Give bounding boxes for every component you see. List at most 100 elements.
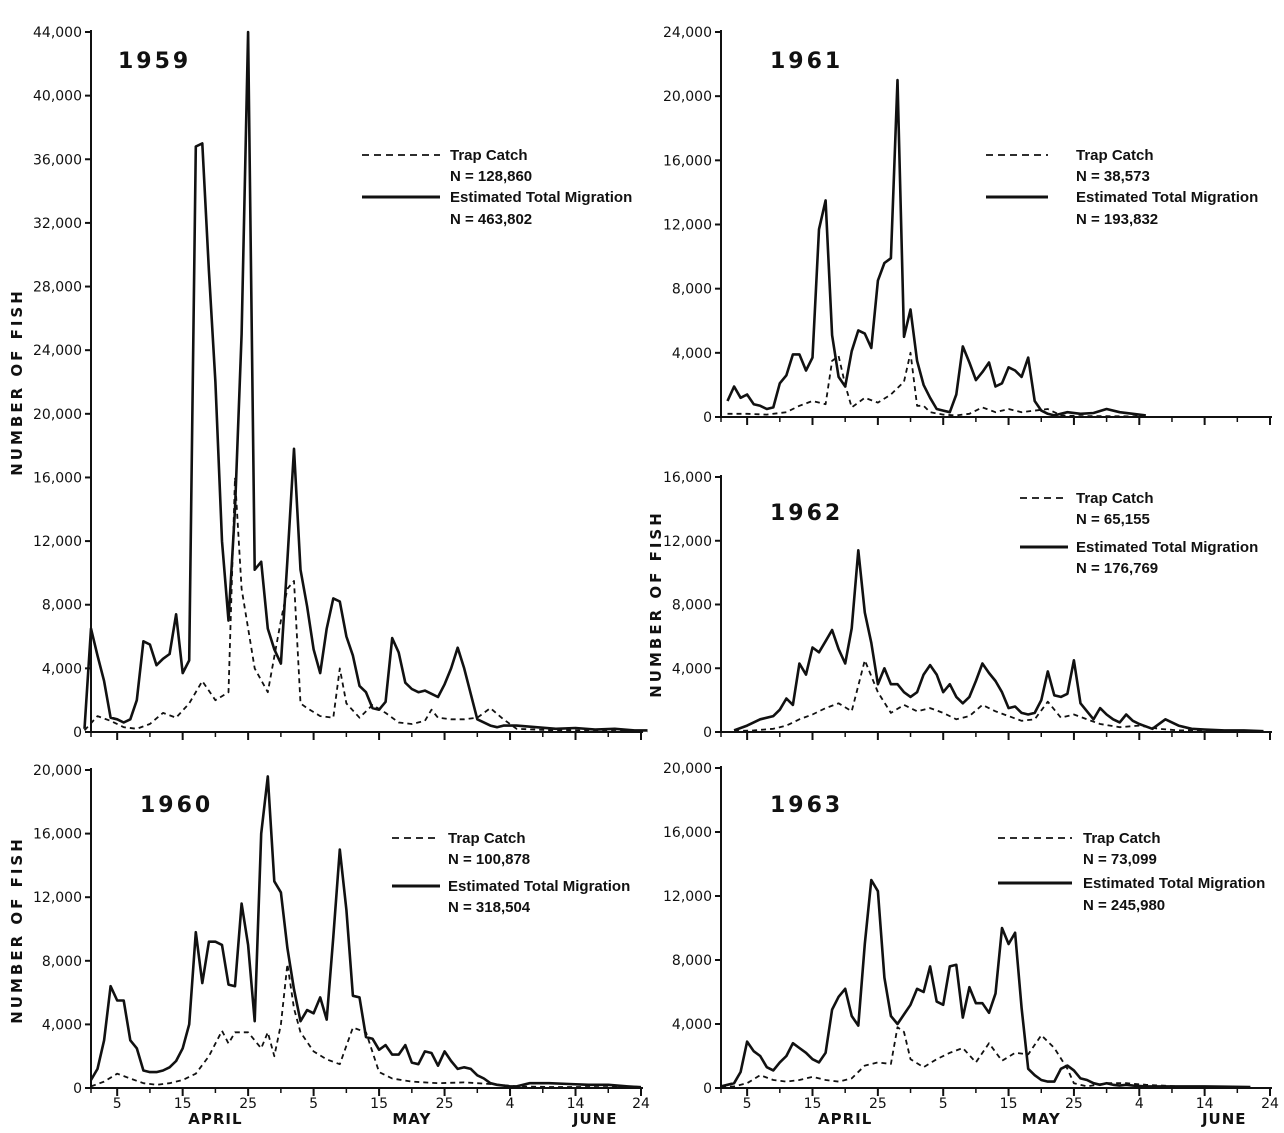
legend-trap-n: N = 100,878 bbox=[448, 851, 530, 868]
y-tick-label: 4,000 bbox=[672, 661, 712, 677]
y-tick-label: 12,000 bbox=[663, 534, 712, 550]
legend-trap-n: N = 73,099 bbox=[1083, 851, 1157, 868]
x-tick-label: 24 bbox=[1261, 1096, 1279, 1112]
y-tick-label: 16,000 bbox=[663, 470, 712, 486]
y-tick-label: 8,000 bbox=[42, 954, 82, 970]
y-tick-label: 4,000 bbox=[42, 661, 82, 677]
legend: Trap Catch N = 38,573 Estimated Total Migr… bbox=[986, 147, 1258, 228]
estimated-migration-line bbox=[726, 78, 1146, 417]
panel-year-title: 1960 bbox=[140, 793, 213, 818]
y-tick-label: 4,000 bbox=[672, 346, 712, 362]
y-tick-label: 24,000 bbox=[33, 343, 82, 359]
y-tick-label: 20,000 bbox=[663, 761, 712, 777]
x-tick-label: 25 bbox=[436, 1096, 454, 1112]
x-tick-label: 15 bbox=[1000, 1096, 1018, 1112]
estimated-migration-line bbox=[83, 30, 648, 732]
y-tick-label: 16,000 bbox=[663, 825, 712, 841]
legend-estimated-n: N = 193,832 bbox=[1076, 211, 1158, 228]
x-tick-label: 15 bbox=[804, 1096, 822, 1112]
trap-catch-line bbox=[720, 1026, 1251, 1089]
x-tick-label: 5 bbox=[309, 1096, 318, 1112]
legend: Trap Catch N = 128,860 Estimated Total Mig… bbox=[362, 147, 632, 228]
x-month-label: MAY bbox=[1022, 1110, 1061, 1128]
legend-trap-label: Trap Catch bbox=[1083, 830, 1161, 847]
legend-trap-label: Trap Catch bbox=[448, 830, 526, 847]
y-axis-title: NUMBER OF FISH bbox=[8, 288, 26, 476]
x-tick-label: 14 bbox=[567, 1096, 585, 1112]
panel-year-title: 1962 bbox=[770, 501, 843, 526]
y-tick-label: 0 bbox=[703, 410, 712, 426]
x-tick-label: 24 bbox=[632, 1096, 650, 1112]
x-month-label: JUNE bbox=[572, 1110, 618, 1128]
estimated-migration-line bbox=[720, 878, 1251, 1089]
chart-panel-1963: 0 4,000 8,000 12,000 16,000 20,000 5 15 25 5 15 25 4… bbox=[663, 761, 1279, 1128]
y-tick-label: 4,000 bbox=[672, 1017, 712, 1033]
legend-estimated-n: N = 245,980 bbox=[1083, 897, 1165, 914]
legend-trap-n: N = 38,573 bbox=[1076, 168, 1150, 185]
x-tick-label: 25 bbox=[869, 1096, 887, 1112]
estimated-migration-line bbox=[89, 775, 642, 1089]
x-tick-label: 15 bbox=[370, 1096, 388, 1112]
y-tick-label: 40,000 bbox=[33, 89, 82, 105]
legend-trap-label: Trap Catch bbox=[450, 147, 528, 164]
y-axis-title: NUMBER OF FISH bbox=[647, 510, 665, 698]
x-tick-label: 25 bbox=[1065, 1096, 1083, 1112]
chart-panel-1959: 0 4,000 8,000 12,000 16,000 20,000 24,000 28,00… bbox=[8, 25, 648, 741]
y-tick-label: 12,000 bbox=[663, 218, 712, 234]
y-tick-label: 12,000 bbox=[33, 890, 82, 906]
y-tick-label: 8,000 bbox=[42, 598, 82, 614]
x-tick-label: 15 bbox=[174, 1096, 192, 1112]
y-tick-label: 24,000 bbox=[663, 25, 712, 41]
legend-estimated-label: Estimated Total Migration bbox=[1076, 189, 1258, 206]
trap-catch-line bbox=[734, 659, 1264, 733]
y-tick-label: 12,000 bbox=[663, 889, 712, 905]
y-axis-title: NUMBER OF FISH bbox=[8, 836, 26, 1024]
legend-trap-n: N = 65,155 bbox=[1076, 511, 1150, 528]
legend-estimated-label: Estimated Total Migration bbox=[448, 878, 630, 895]
y-tick-label: 4,000 bbox=[42, 1017, 82, 1033]
x-tick-label: 5 bbox=[113, 1096, 122, 1112]
legend-estimated-label: Estimated Total Migration bbox=[1083, 875, 1265, 892]
legend-estimated-n: N = 463,802 bbox=[450, 211, 532, 228]
x-month-label: MAY bbox=[392, 1110, 431, 1128]
y-tick-label: 16,000 bbox=[33, 827, 82, 843]
x-tick-label: 5 bbox=[939, 1096, 948, 1112]
chart-panel-1962: 0 4,000 8,000 12,000 16,000 NUMBER OF FISH 196… bbox=[647, 470, 1272, 741]
y-tick-label: 16,000 bbox=[33, 470, 82, 486]
x-month-label: JUNE bbox=[1201, 1110, 1247, 1128]
y-tick-label: 36,000 bbox=[33, 152, 82, 168]
y-tick-label: 0 bbox=[73, 1081, 82, 1097]
legend: Trap Catch N = 73,099 Estimated Total Migr… bbox=[998, 830, 1265, 914]
x-tick-label: 14 bbox=[1196, 1096, 1214, 1112]
y-tick-label: 8,000 bbox=[672, 282, 712, 298]
legend-estimated-label: Estimated Total Migration bbox=[1076, 539, 1258, 556]
trap-catch-line bbox=[727, 351, 1146, 418]
legend-estimated-label: Estimated Total Migration bbox=[450, 189, 632, 206]
chart-panel-1960: 0 4,000 8,000 12,000 16,000 20,000 5 15 25 5 15 25 4… bbox=[8, 763, 650, 1128]
y-tick-label: 32,000 bbox=[33, 216, 82, 232]
y-tick-label: 44,000 bbox=[33, 25, 82, 41]
y-tick-label: 16,000 bbox=[663, 153, 712, 169]
legend-estimated-n: N = 318,504 bbox=[448, 899, 531, 916]
legend-trap-label: Trap Catch bbox=[1076, 147, 1154, 164]
x-tick-label: 5 bbox=[743, 1096, 752, 1112]
panel-year-title: 1959 bbox=[118, 49, 191, 74]
x-tick-label: 4 bbox=[506, 1096, 515, 1112]
chart-panel-1961: 0 4,000 8,000 12,000 16,000 20,000 24,000 1961 T… bbox=[663, 25, 1272, 426]
y-tick-label: 0 bbox=[703, 725, 712, 741]
estimated-migration-line bbox=[733, 548, 1264, 733]
x-tick-label: 4 bbox=[1135, 1096, 1144, 1112]
panel-year-title: 1963 bbox=[770, 793, 843, 818]
y-tick-label: 8,000 bbox=[672, 598, 712, 614]
legend-estimated-n: N = 176,769 bbox=[1076, 560, 1158, 577]
y-tick-label: 12,000 bbox=[33, 534, 82, 550]
y-tick-label: 28,000 bbox=[33, 280, 82, 296]
legend: Trap Catch N = 65,155 Estimated Total Migr… bbox=[1020, 490, 1258, 577]
x-month-label: APRIL bbox=[818, 1110, 872, 1128]
y-tick-label: 0 bbox=[703, 1081, 712, 1097]
y-tick-label: 0 bbox=[73, 725, 82, 741]
x-month-label: APRIL bbox=[188, 1110, 242, 1128]
y-tick-label: 20,000 bbox=[663, 89, 712, 105]
y-tick-label: 20,000 bbox=[33, 407, 82, 423]
